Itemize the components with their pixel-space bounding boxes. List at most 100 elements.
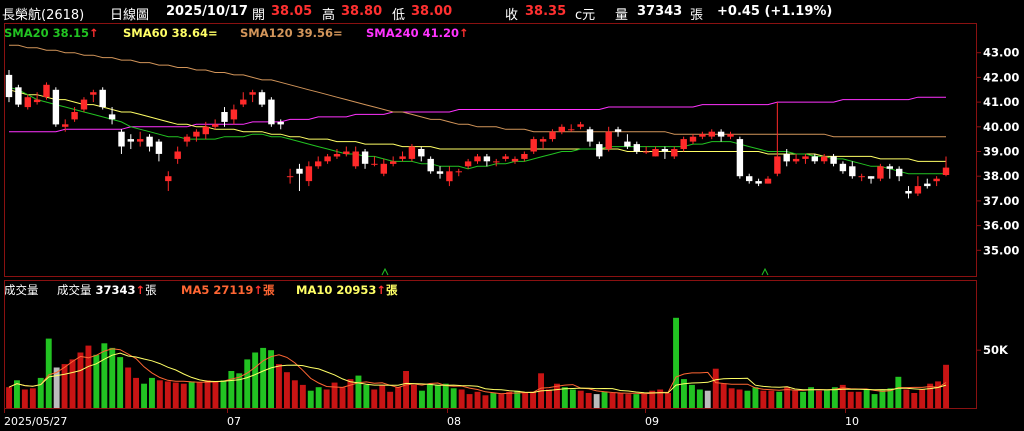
volume-bar xyxy=(871,394,878,408)
price-tick-label: 42.00 xyxy=(983,70,1019,84)
candle-body xyxy=(165,176,172,182)
volume-bar xyxy=(85,345,92,408)
candle-body xyxy=(146,136,153,147)
candle-body xyxy=(568,129,575,131)
volume-bar xyxy=(728,388,735,408)
volume-bar xyxy=(903,389,910,408)
price-tick-label: 37.00 xyxy=(983,194,1019,208)
candle-body xyxy=(127,139,134,142)
volume-bar xyxy=(554,383,560,408)
candle-body xyxy=(502,156,509,159)
volume-bar xyxy=(617,393,624,408)
volume-label: 量 xyxy=(615,8,629,23)
volume-bar xyxy=(164,381,171,408)
candle-body xyxy=(896,168,903,177)
ma10-line xyxy=(8,352,947,394)
candle-body xyxy=(652,149,659,157)
sma120-line xyxy=(9,44,946,138)
volume-panel-title: 成交量 xyxy=(4,283,39,297)
sma20-line xyxy=(8,86,946,175)
volume-bar xyxy=(696,389,703,408)
volume-bar xyxy=(172,382,179,408)
legend-sma120: SMA120 39.56= xyxy=(240,26,343,40)
candle-body xyxy=(746,176,753,182)
volume-bar xyxy=(919,389,926,408)
candle-body xyxy=(661,149,669,152)
candle-body xyxy=(305,166,313,182)
price-tick-label: 41.00 xyxy=(983,95,1019,109)
volume-bar xyxy=(141,383,147,408)
low-label: 低 xyxy=(392,8,406,23)
volume-bar xyxy=(458,389,465,408)
candle-body xyxy=(333,154,341,157)
price-tick-label: 35.00 xyxy=(983,243,1019,257)
volume-bar xyxy=(133,377,139,408)
candle-body xyxy=(174,151,181,159)
candle-body xyxy=(830,156,837,164)
volume-bar xyxy=(411,384,417,408)
high-value: 38.80 xyxy=(341,4,383,19)
volume-bar xyxy=(212,381,219,408)
candle-body xyxy=(680,139,687,149)
candle-body xyxy=(33,99,41,103)
candle-body xyxy=(727,134,734,137)
candle-body xyxy=(71,112,78,120)
candle-body xyxy=(80,99,88,110)
volume-bar xyxy=(855,391,862,408)
x-tick-label: 09 xyxy=(645,415,659,428)
quote-date: 2025/10/17 xyxy=(166,4,248,19)
candle-body xyxy=(343,151,350,154)
x-tick-label: 10 xyxy=(845,415,859,428)
volume-bar xyxy=(490,393,497,408)
candle-body xyxy=(849,166,856,177)
candle-body xyxy=(699,134,706,137)
volume-bar xyxy=(69,359,76,408)
candle-body xyxy=(286,176,294,178)
candle-body xyxy=(774,156,781,174)
candle-body xyxy=(867,176,875,179)
volume-bar xyxy=(14,380,20,409)
change-value: +0.45 (+1.19%) xyxy=(717,4,833,19)
volume-bar xyxy=(935,381,941,408)
candle-body xyxy=(277,121,284,125)
candle-body xyxy=(783,154,790,162)
legend-ma10: MA10 20953↑張 xyxy=(296,283,398,297)
volume-bar xyxy=(93,354,100,408)
candle-body xyxy=(802,156,809,159)
volume-bar xyxy=(720,383,727,408)
volume-bar xyxy=(792,390,799,408)
candle-body xyxy=(446,171,453,182)
candle-body xyxy=(99,89,106,108)
volume-bar xyxy=(839,384,846,408)
x-tick-label: 2025/05/27 xyxy=(4,415,67,428)
candle-body xyxy=(43,84,50,98)
volume-bar xyxy=(514,390,521,408)
candle-body xyxy=(427,158,434,172)
volume-bar xyxy=(561,387,568,408)
volume-bar xyxy=(220,380,227,409)
legend-ma5: MA5 27119↑張 xyxy=(181,283,275,297)
candle-body xyxy=(268,99,275,125)
volume-bar xyxy=(863,389,870,408)
volume-bar xyxy=(299,384,306,408)
candle-body xyxy=(240,99,247,105)
volume-bar xyxy=(752,387,759,408)
price-panel-border xyxy=(4,23,977,277)
volume-bar xyxy=(466,394,473,408)
candle-body xyxy=(324,156,331,162)
period-label[interactable]: 日線圖 xyxy=(110,8,150,23)
candle-body xyxy=(315,161,322,167)
volume-bar xyxy=(188,381,195,408)
volume-bar xyxy=(689,384,695,408)
volume-bar xyxy=(315,387,322,408)
volume-bar xyxy=(704,390,711,408)
candle-body xyxy=(361,151,369,164)
x-tick-label: 08 xyxy=(447,415,461,428)
legend-sma20: SMA20 38.15↑ xyxy=(4,26,99,40)
stock-name[interactable]: 長榮航(2618) xyxy=(2,8,85,23)
volume-bar xyxy=(911,393,918,408)
x-tick-label: 07 xyxy=(227,415,241,428)
volume-bar xyxy=(149,377,155,408)
candle-body xyxy=(858,176,865,178)
